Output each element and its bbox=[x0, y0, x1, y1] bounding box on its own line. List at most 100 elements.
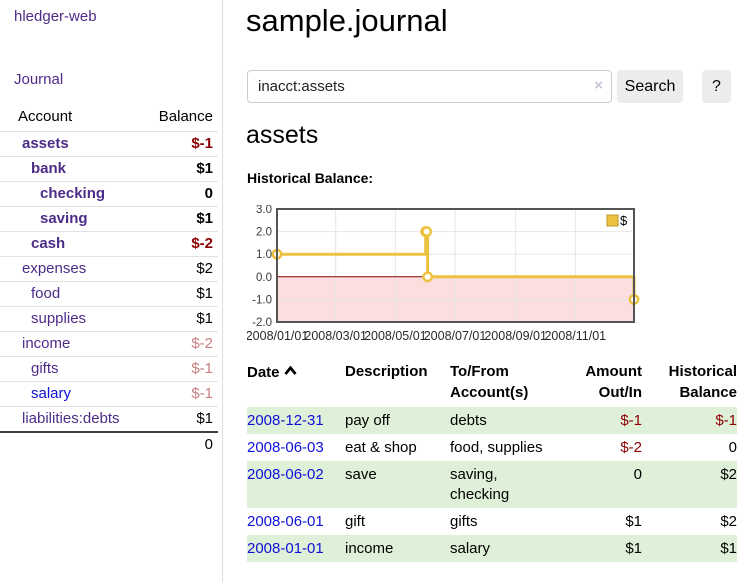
account-balance: $1 bbox=[196, 210, 213, 227]
transaction-amount: $-1 bbox=[620, 412, 642, 429]
account-balance: $-1 bbox=[191, 360, 213, 377]
register-account-heading: assets bbox=[246, 121, 319, 149]
transaction-accounts: debts bbox=[450, 412, 487, 429]
account-balance: $1 bbox=[196, 285, 213, 302]
accounts-total-row: 0 bbox=[0, 431, 218, 457]
svg-text:2008/05/01: 2008/05/01 bbox=[364, 329, 427, 343]
search-button[interactable]: Search bbox=[617, 70, 683, 103]
account-row: expenses $2 bbox=[0, 256, 218, 281]
transaction-accounts: gifts bbox=[450, 513, 478, 530]
account-balance: $-1 bbox=[191, 135, 213, 152]
transaction-description: pay off bbox=[345, 412, 390, 429]
accounts-panel: Account Balance assets $-1 bank $1 checking 0… bbox=[0, 104, 218, 457]
svg-text:0.0: 0.0 bbox=[256, 272, 272, 284]
transaction-row: 2008-06-03 eat & shop food, supplies $-2 0 bbox=[247, 434, 737, 461]
transaction-description: gift bbox=[345, 513, 366, 530]
transaction-balance: $2 bbox=[720, 466, 737, 483]
svg-text:-1.0: -1.0 bbox=[252, 294, 272, 306]
account-row: liabilities:debts $1 bbox=[0, 406, 218, 431]
account-row: gifts $-1 bbox=[0, 356, 218, 381]
svg-text:-2.0: -2.0 bbox=[252, 317, 272, 329]
account-row: salary $-1 bbox=[0, 381, 218, 406]
transaction-date-link[interactable]: 2008-06-01 bbox=[247, 513, 324, 530]
account-balance: 0 bbox=[204, 185, 213, 202]
register-header-row: Date Description To/From Account(s) Amou… bbox=[247, 361, 737, 407]
account-link-food[interactable]: food bbox=[31, 285, 61, 302]
transaction-date-link[interactable]: 2008-06-02 bbox=[247, 466, 324, 483]
app-title-link[interactable]: hledger-web bbox=[14, 8, 97, 25]
header-date[interactable]: Date bbox=[247, 361, 345, 407]
svg-text:1.0: 1.0 bbox=[256, 249, 272, 261]
svg-text:2008/09/01: 2008/09/01 bbox=[484, 329, 547, 343]
transaction-accounts: salary bbox=[450, 540, 491, 557]
account-row: supplies $1 bbox=[0, 306, 218, 331]
transaction-date-link[interactable]: 2008-01-01 bbox=[247, 540, 324, 557]
accounts-header: Account Balance bbox=[0, 104, 218, 131]
account-link-salary[interactable]: salary bbox=[31, 385, 72, 402]
legend-label: $ bbox=[620, 213, 628, 228]
svg-text:2008/11/01: 2008/11/01 bbox=[544, 329, 606, 343]
transaction-description: income bbox=[345, 540, 394, 557]
account-link-checking[interactable]: checking bbox=[40, 185, 106, 202]
svg-text:2.0: 2.0 bbox=[256, 227, 272, 239]
account-balance: $1 bbox=[196, 410, 213, 427]
clear-search-icon[interactable]: × bbox=[594, 77, 603, 94]
nav-journal-link[interactable]: Journal bbox=[14, 71, 64, 88]
search-input-wrap: × bbox=[247, 70, 612, 103]
account-link-supplies[interactable]: supplies bbox=[31, 310, 87, 327]
account-balance: $1 bbox=[196, 310, 213, 327]
account-balance: $-1 bbox=[191, 385, 213, 402]
header-description: Description bbox=[345, 363, 428, 380]
account-link-assets[interactable]: assets bbox=[22, 135, 69, 152]
sidebar: hledger-web Journal Account Balance asse… bbox=[0, 0, 223, 582]
transaction-row: 2008-01-01 income salary $1 $1 bbox=[247, 535, 737, 562]
accounts-header-account: Account bbox=[18, 108, 73, 125]
account-balance: $-2 bbox=[191, 235, 213, 252]
transaction-amount: 0 bbox=[633, 466, 642, 483]
transaction-amount: $1 bbox=[625, 540, 642, 557]
transaction-amount: $-2 bbox=[620, 439, 642, 456]
account-row: cash $-2 bbox=[0, 231, 218, 256]
svg-text:3.0: 3.0 bbox=[256, 205, 272, 216]
transaction-date-link[interactable]: 2008-06-03 bbox=[247, 439, 324, 456]
register-body: 2008-12-31 pay off debts $-1 $-1 2008-06-03 ea… bbox=[247, 407, 737, 562]
account-link-bank[interactable]: bank bbox=[31, 160, 67, 177]
help-button[interactable]: ? bbox=[702, 70, 731, 103]
account-balance: $2 bbox=[196, 260, 213, 277]
account-link-saving[interactable]: saving bbox=[40, 210, 88, 227]
chart-title: Historical Balance: bbox=[247, 170, 374, 186]
legend-swatch bbox=[606, 214, 619, 227]
search-input[interactable] bbox=[247, 70, 612, 103]
svg-text:2008/03/01: 2008/03/01 bbox=[304, 329, 367, 343]
account-link-cash[interactable]: cash bbox=[31, 235, 66, 252]
accounts-total-value: 0 bbox=[204, 436, 213, 453]
account-link-expenses[interactable]: expenses bbox=[22, 260, 87, 277]
search-form: × Search ? bbox=[247, 70, 737, 103]
transaction-amount: $1 bbox=[625, 513, 642, 530]
transaction-description: save bbox=[345, 466, 377, 483]
transaction-accounts: saving, checking bbox=[450, 466, 510, 503]
account-balance: $1 bbox=[196, 160, 213, 177]
transaction-balance: 0 bbox=[728, 439, 737, 456]
transaction-date-link[interactable]: 2008-12-31 bbox=[247, 412, 324, 429]
account-link-income[interactable]: income bbox=[22, 335, 71, 352]
page-title: sample.journal bbox=[246, 3, 448, 38]
account-link-gifts[interactable]: gifts bbox=[31, 360, 59, 377]
sort-ascending-icon bbox=[283, 361, 297, 382]
transaction-balance: $-1 bbox=[715, 412, 737, 429]
header-date-label: Date bbox=[247, 364, 280, 381]
historical-balance-chart[interactable]: 3.0 2.0 1.0 0.0 -1.0 -2.0 2008/01/01 2008/03/01… bbox=[246, 204, 647, 350]
accounts-header-balance: Balance bbox=[158, 108, 213, 125]
header-historical-balance: Historical Balance bbox=[668, 363, 737, 401]
register-table: Date Description To/From Account(s) Amou… bbox=[247, 361, 737, 562]
account-row: checking 0 bbox=[0, 181, 218, 206]
transaction-balance: $1 bbox=[720, 540, 737, 557]
account-link-liabilities-debts[interactable]: liabilities:debts bbox=[22, 410, 120, 427]
header-tofrom-accounts: To/From Account(s) bbox=[450, 363, 529, 401]
account-row: food $1 bbox=[0, 281, 218, 306]
account-row: bank $1 bbox=[0, 156, 218, 181]
transaction-balance: $2 bbox=[720, 513, 737, 530]
transaction-description: eat & shop bbox=[345, 439, 417, 456]
account-row: assets $-1 bbox=[0, 131, 218, 156]
transaction-row: 2008-06-01 gift gifts $1 $2 bbox=[247, 508, 737, 535]
